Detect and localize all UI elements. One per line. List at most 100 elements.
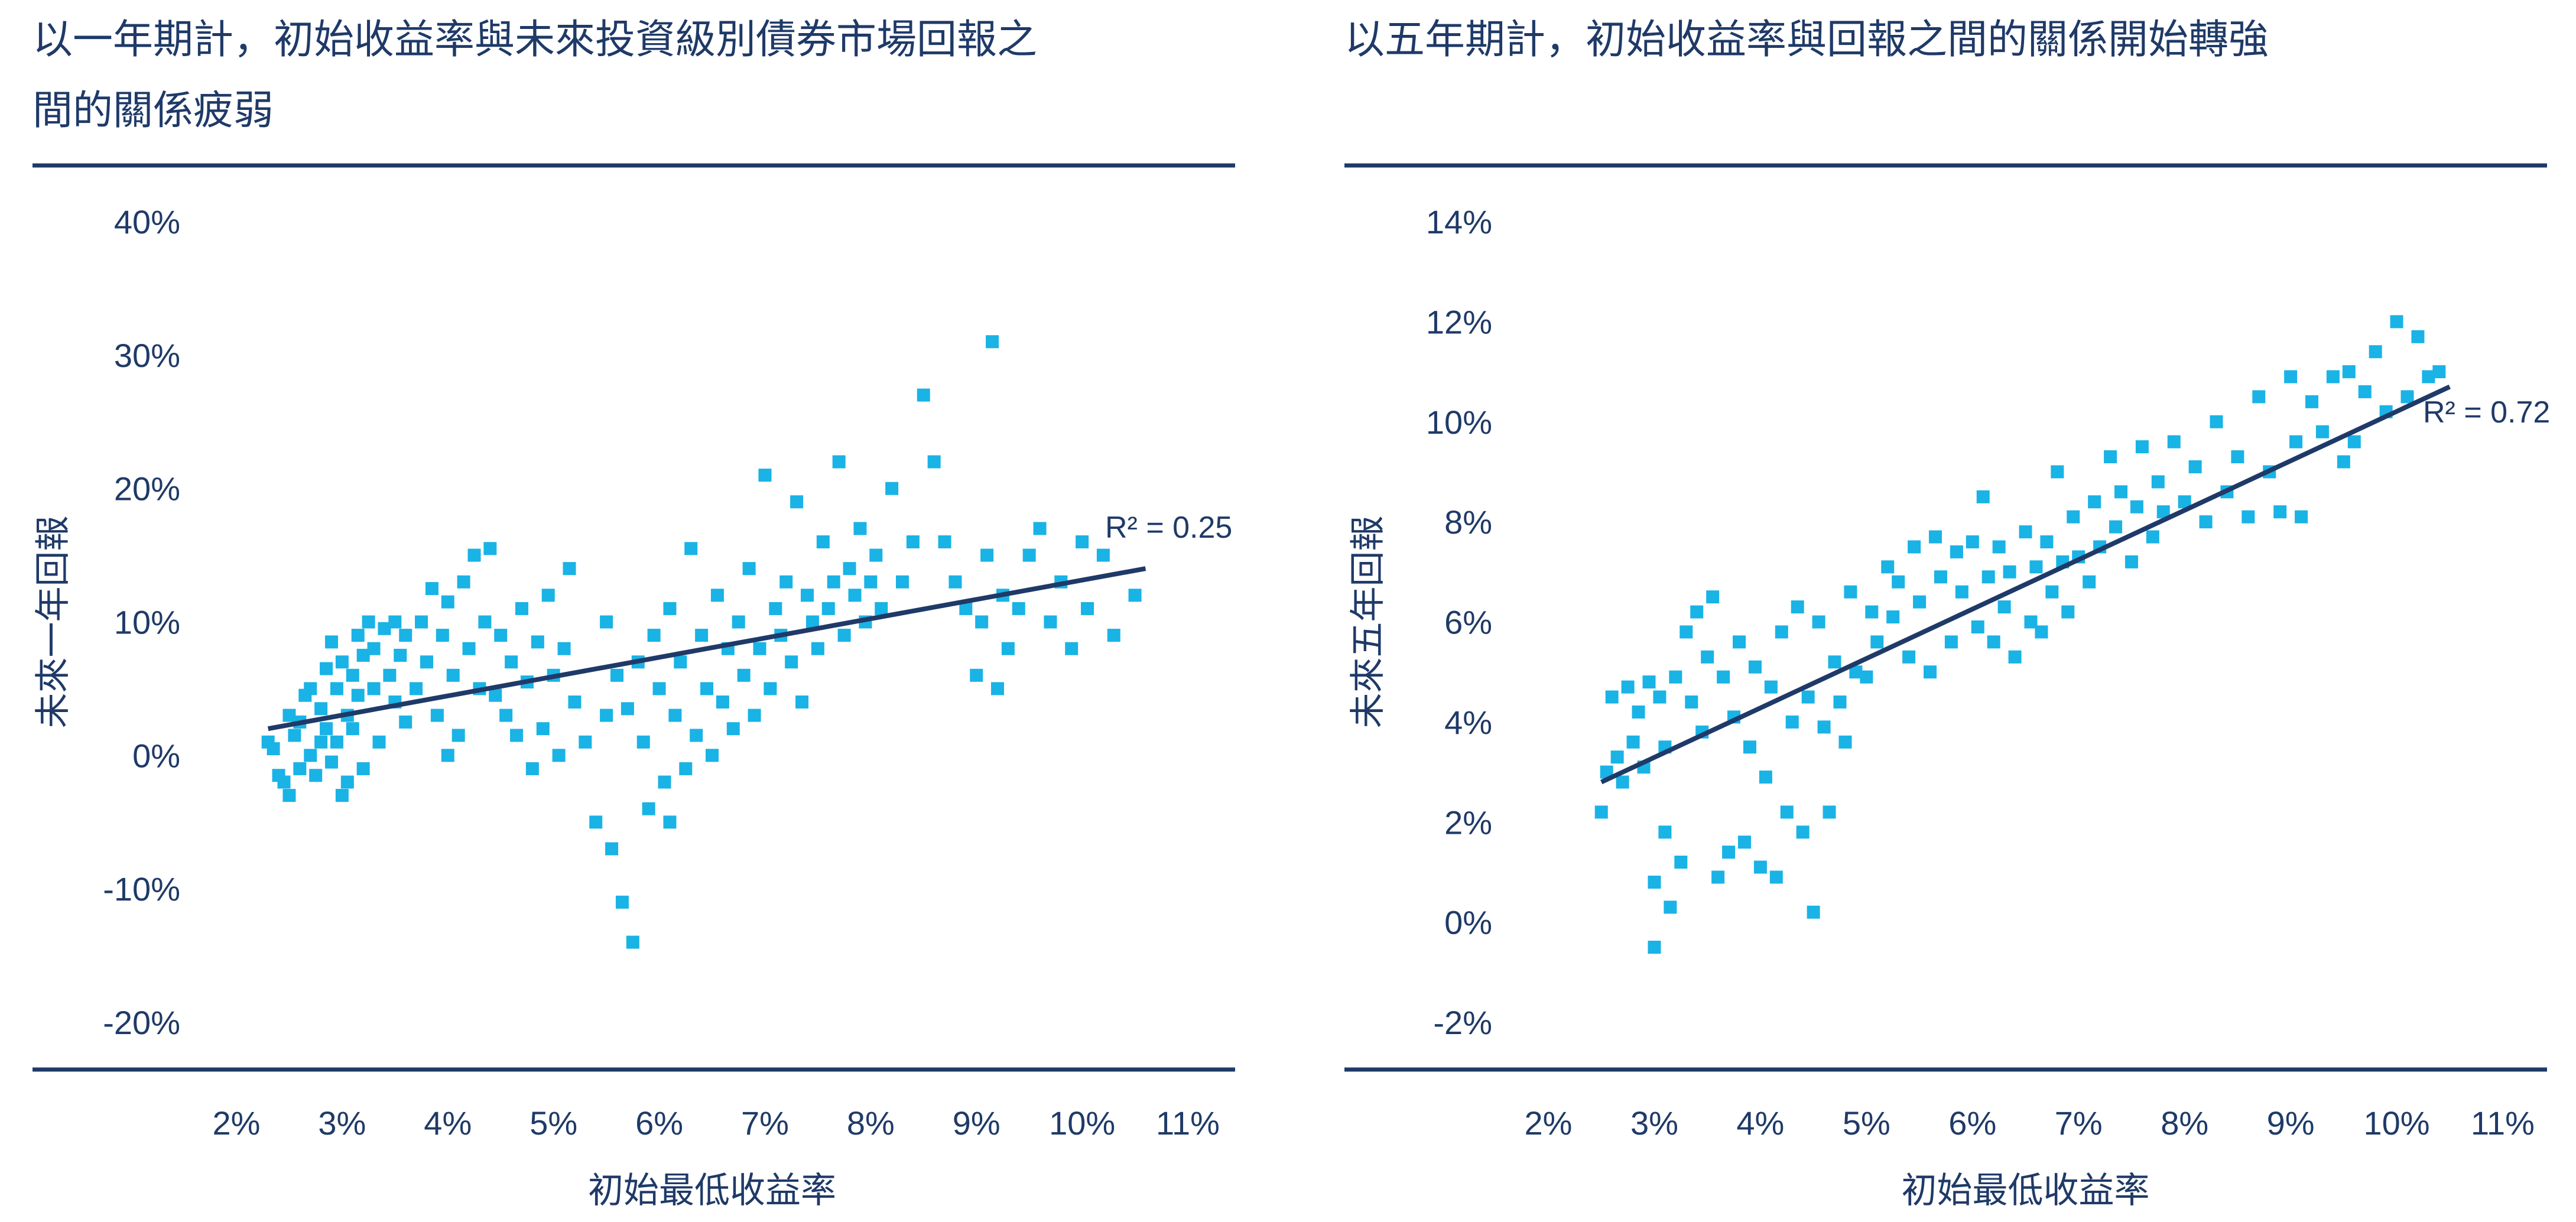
scatter-point — [2210, 415, 2223, 428]
scatter-point — [975, 615, 989, 629]
scatter-point — [821, 602, 835, 615]
scatter-point — [795, 696, 809, 708]
scatter-point — [706, 749, 719, 762]
scatter-point — [383, 668, 397, 682]
scatter-point — [320, 662, 333, 675]
scatter-point — [986, 335, 999, 349]
scatter-point — [917, 388, 930, 402]
scatter-point — [430, 708, 444, 722]
scatter-point — [1076, 535, 1089, 548]
scatter-point — [970, 668, 983, 682]
scatter-point — [600, 615, 613, 629]
x-tick-label: 3% — [1630, 1104, 1678, 1142]
scatter-point — [356, 648, 370, 662]
scatter-point — [1881, 560, 1895, 574]
scatter-point — [1817, 720, 1831, 734]
y-tick-label: -10% — [103, 870, 180, 908]
scatter-point — [309, 769, 323, 782]
scatter-point — [2035, 625, 2048, 639]
scatter-point — [2400, 390, 2414, 404]
scatter-point — [1828, 655, 1841, 669]
r-squared-label: R² = 0.25 — [1105, 511, 1232, 545]
scatter-point — [668, 708, 682, 722]
scatter-point — [1081, 602, 1094, 615]
scatter-point — [716, 696, 729, 708]
scatter-point — [1674, 856, 1688, 869]
scatter-point — [2390, 315, 2403, 329]
x-tick-label: 8% — [847, 1104, 895, 1142]
scatter-point — [325, 755, 338, 769]
scatter-point — [552, 749, 566, 762]
scatter-point — [420, 655, 433, 669]
scatter-point — [293, 762, 307, 775]
scatter-point — [1669, 670, 1682, 684]
scatter-point — [864, 575, 878, 589]
scatter-point — [1648, 940, 1661, 954]
scatter-point — [515, 602, 528, 615]
scatter-point — [346, 668, 359, 682]
y-tick-label: 4% — [1444, 704, 1492, 741]
scatter-point — [726, 722, 740, 736]
scatter-point — [1908, 540, 1921, 554]
scatter-point — [579, 735, 592, 749]
scatter-point — [1706, 590, 1720, 604]
scatter-point — [1944, 635, 1958, 649]
scatter-point — [2040, 535, 2054, 548]
y-tick-label: 0% — [1444, 904, 1492, 941]
scatter-point — [510, 729, 524, 742]
scatter-point — [710, 589, 724, 602]
scatter-point — [1971, 620, 1984, 633]
scatter-point — [2083, 575, 2096, 589]
scatter-point — [1733, 635, 1746, 649]
scatter-point — [1096, 548, 1110, 562]
scatter-point — [330, 735, 343, 749]
scatter-point — [1785, 715, 1799, 729]
scatter-point — [695, 629, 709, 642]
scatter-point — [1886, 610, 1900, 624]
scatter-point — [801, 589, 814, 602]
scatter-point — [1044, 615, 1057, 629]
scatter-point — [2284, 370, 2298, 384]
scatter-point — [790, 495, 804, 509]
scatter-point — [1022, 548, 1036, 562]
scatter-point — [282, 789, 296, 802]
x-axis-label: 初始最低收益率 — [588, 1170, 836, 1211]
chart-title-line: 以五年期計，初始收益率與回報之間的關係開始轉強 — [1344, 17, 2269, 63]
scatter-point — [1892, 575, 1905, 589]
scatter-point — [340, 775, 354, 789]
scatter-point — [674, 655, 687, 669]
scatter-point — [1012, 602, 1025, 615]
scatter-point — [2411, 330, 2425, 343]
scatter-point — [785, 655, 798, 669]
scatter-point — [325, 635, 338, 649]
chart-title-line: 以一年期計，初始收益率與未來投資級別債券市場回報之 — [33, 17, 1037, 63]
y-tick-label: 40% — [114, 203, 180, 240]
scatter-point — [2135, 440, 2149, 454]
scatter-point — [1594, 805, 1608, 819]
x-tick-label: 4% — [424, 1104, 472, 1142]
scatter-point — [848, 589, 862, 602]
scatter-point — [626, 935, 639, 949]
scatter-point — [399, 629, 412, 642]
scatter-point — [843, 562, 856, 576]
scatter-point — [2188, 460, 2202, 473]
scatter-point — [652, 682, 666, 696]
scatter-point — [568, 696, 582, 708]
scatter-point — [1658, 826, 1672, 839]
x-tick-label: 2% — [213, 1104, 261, 1142]
scatter-point — [478, 615, 492, 629]
scatter-point — [636, 735, 650, 749]
scatter-point — [2315, 425, 2329, 438]
scatter-point — [1844, 585, 1857, 599]
scatter-point — [1128, 589, 1142, 602]
scatter-point — [832, 455, 846, 469]
scatter-point — [1780, 805, 1794, 819]
x-tick-label: 2% — [1525, 1104, 1573, 1142]
scatter-point — [938, 535, 951, 548]
scatter-point — [2326, 370, 2340, 384]
scatter-point — [351, 629, 365, 642]
scatter-point — [304, 682, 317, 696]
scatter-point — [1913, 595, 1927, 609]
scatter-point — [1748, 660, 1762, 674]
scatter-point — [557, 642, 571, 655]
